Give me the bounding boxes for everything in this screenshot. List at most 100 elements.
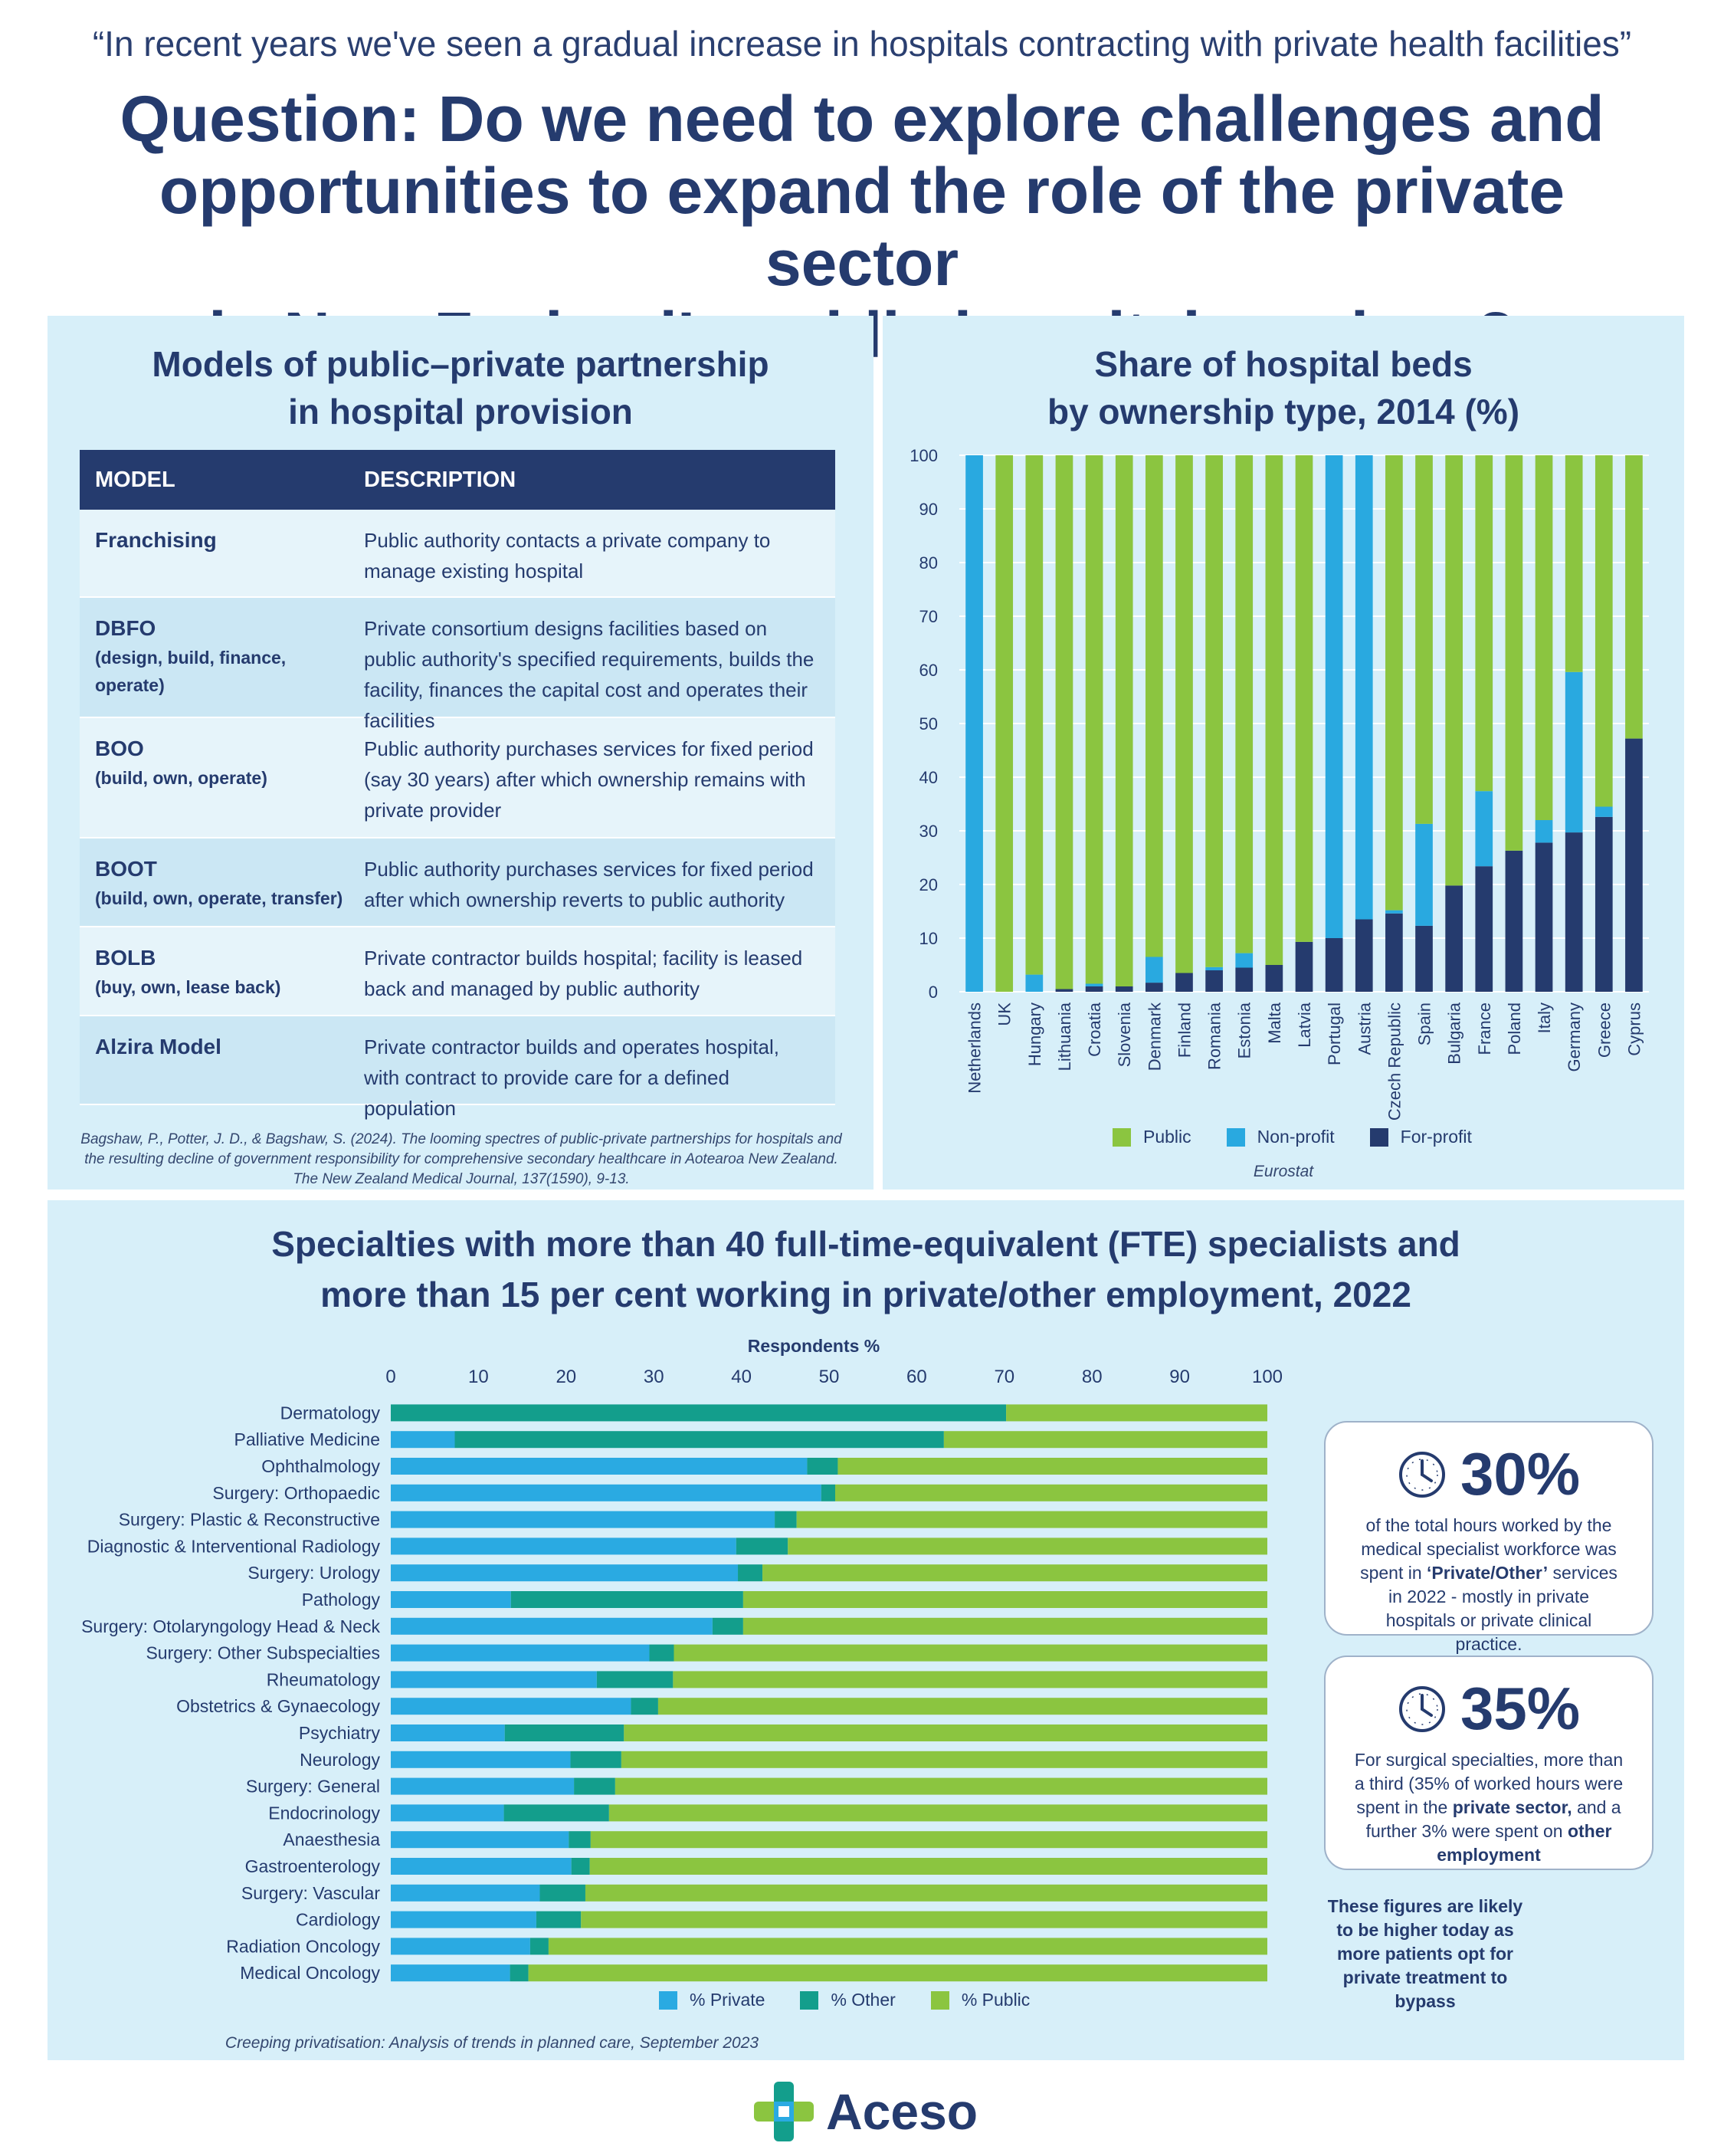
legend-forprofit: For-profit [1369,1127,1472,1147]
stat-text: For surgical specialties, more than a th… [1354,1750,1624,1865]
bar-segment [736,1537,788,1555]
model-cell: BOLB (buy, own, lease back) [80,927,364,1015]
legend-swatch [800,1990,819,2010]
title-line: Models of public–private partnership [152,344,769,384]
model-description: Private consortium designs facilities ba… [364,617,814,732]
bar-segment [1175,455,1193,973]
x-tick-label: 0 [385,1367,395,1387]
title-line: Share of hospital beds [1094,344,1473,384]
legend-label: % Other [831,1990,896,2010]
x-tick-label: Denmark [1145,1002,1164,1071]
bar-segment [608,1804,1267,1822]
legend-label: Public [1143,1127,1191,1147]
title-line: Specialties with more than 40 full-time-… [271,1224,1460,1264]
x-tick-label: Hungary [1025,1003,1044,1066]
model-subtitle: (build, own, operate, transfer) [95,888,343,908]
x-tick-label: 70 [994,1367,1014,1387]
bar-segment [510,1964,529,1982]
title-line: by ownership type, 2014 (%) [1047,392,1520,432]
bar-segment [1565,832,1583,992]
headline-line: opportunities to expand the role of the … [159,155,1565,299]
bar-segment [1325,455,1343,938]
beds-legend: Public Non-profit For-profit [1113,1127,1507,1147]
bar-segment [837,1458,1267,1475]
x-tick-label: Czech Republic [1385,1003,1404,1121]
y-tick-label: 40 [919,768,938,787]
stat-header: 30% [1326,1439,1652,1509]
category-label: Obstetrics & Gynaecology [176,1696,380,1716]
bar-segment [391,1431,455,1449]
bar-segment [391,1858,572,1875]
bar-segment [1385,455,1403,911]
y-tick-label: 70 [919,607,938,626]
bar-segment [1625,455,1643,739]
bar-segment [391,1777,575,1795]
specialties-chart: Respondents % 0 10 20 30 40 50 60 70 80 90 100 Derma… [81,1336,1283,1983]
clock-icon [1398,1685,1445,1732]
bar-segment [391,1564,739,1582]
bar-segment [1295,455,1313,942]
x-tick-label: 10 [468,1367,489,1387]
x-tick-label: Portugal [1325,1003,1344,1065]
x-tick-label: Slovenia [1115,1002,1134,1067]
legend-label: % Private [690,1990,765,2010]
bar-segment [1445,455,1463,886]
bar-segment [574,1777,615,1795]
header-description: DESCRIPTION [364,467,516,492]
bar-segment [835,1484,1267,1501]
model-description: Private contractor builds hospital; faci… [364,947,803,1000]
bar-segment [391,1591,511,1608]
stat-card-30: 30% of the total hours worked by the med… [1324,1421,1654,1654]
category-label: Radiation Oncology [226,1936,380,1956]
x-tick-label: Finland [1175,1003,1194,1058]
bar-segment [1475,455,1493,792]
bar-segment [1595,816,1613,992]
bar-segment [1025,974,1044,992]
bar-segment [1205,455,1223,967]
bar-segment [1625,738,1643,992]
bar-segment [1415,925,1433,992]
bar-segment [796,1511,1267,1528]
x-tick-label: Croatia [1085,1002,1104,1057]
table-row: Franchising Public authority contacts a p… [80,510,835,598]
ppp-models-table: MODEL DESCRIPTION Franchising Public auth… [80,450,835,1120]
bar-segment [1295,941,1313,992]
model-name: Alzira Model [95,1035,221,1058]
bar-segment [391,1617,713,1635]
x-tick-label: Latvia [1295,1002,1314,1047]
bar-segment [391,1484,821,1501]
x-tick-label: Lithuania [1055,1002,1074,1071]
ppp-models-title: Models of public–private partnership in … [48,340,873,435]
x-tick-label: Germany [1565,1003,1584,1071]
bar-segment [1205,966,1223,970]
bar-segment [571,1858,590,1875]
bar-segment [1085,455,1103,984]
bar-segment [590,1831,1267,1849]
bar-segment [807,1458,838,1475]
stat-value: 30% [1460,1440,1581,1508]
bar-segment [624,1724,1267,1741]
category-label: Anaesthesia [283,1829,380,1849]
bar-segment [391,1404,1007,1422]
category-label: Gastroenterology [245,1856,381,1876]
specialties-source: Creeping privatisation: Analysis of tren… [225,2034,759,2052]
bar-segment [1355,455,1373,920]
bar-segment [1415,823,1433,926]
bar-segment [821,1484,836,1501]
bar-segment [1115,455,1133,986]
bar-segment [585,1884,1267,1902]
category-label: Ophthalmology [261,1456,380,1476]
bar-segment [548,1938,1267,1955]
x-tick-label: Poland [1505,1003,1524,1055]
bar-segment [1146,455,1163,957]
model-name: BOOT [95,857,157,881]
beds-chart-title: Share of hospital beds by ownership type… [883,340,1684,435]
x-tick-label: 80 [1082,1367,1103,1387]
bar-segment [1475,791,1493,867]
model-name: DBFO [95,616,156,640]
model-subtitle: (design, build, finance, operate) [95,648,287,695]
bar-segment [1565,455,1583,672]
category-label: Diagnostic & Interventional Radiology [87,1536,381,1556]
legend-swatch [930,1990,949,2010]
bar-segment [581,1911,1267,1928]
